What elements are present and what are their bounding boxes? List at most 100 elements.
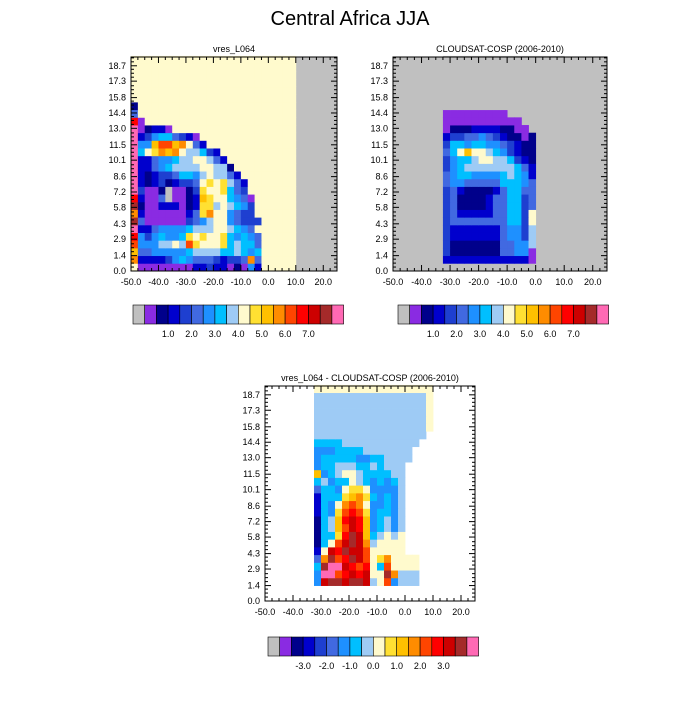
heatmap-cell bbox=[457, 86, 465, 95]
heatmap-cell bbox=[240, 232, 249, 241]
heatmap-cell bbox=[356, 454, 364, 463]
heatmap-cell bbox=[179, 109, 187, 118]
heatmap-cell bbox=[240, 263, 249, 272]
heatmap-cell bbox=[185, 125, 194, 134]
heatmap-cell bbox=[528, 140, 537, 149]
heatmap-cell bbox=[535, 101, 544, 111]
heatmap-cell bbox=[507, 71, 515, 80]
heatmap-cell bbox=[288, 94, 297, 103]
heatmap-cell bbox=[391, 384, 399, 394]
heatmap-cell bbox=[254, 132, 262, 141]
heatmap-cell bbox=[507, 55, 515, 64]
heatmap-cell bbox=[234, 78, 242, 88]
heatmap-cell bbox=[485, 101, 494, 111]
heatmap-cell bbox=[471, 178, 479, 187]
heatmap-cell bbox=[213, 125, 221, 134]
heatmap-cell bbox=[328, 384, 336, 394]
heatmap-cell bbox=[349, 408, 357, 417]
heatmap-cell bbox=[442, 63, 451, 72]
heatmap-cell bbox=[213, 55, 221, 64]
heatmap-cell bbox=[457, 217, 465, 226]
heatmap-cell bbox=[144, 194, 152, 203]
heatmap-cell bbox=[137, 86, 146, 95]
heatmap-cell bbox=[165, 86, 173, 95]
heatmap-cell bbox=[131, 194, 139, 203]
colorbar-box bbox=[526, 304, 539, 325]
heatmap-cell bbox=[206, 217, 214, 226]
heatmap-cell bbox=[384, 438, 392, 448]
heatmap-cell bbox=[206, 63, 214, 72]
heatmap-cell bbox=[450, 209, 458, 218]
heatmap-cell bbox=[335, 577, 343, 586]
heatmap-cell bbox=[342, 485, 350, 494]
heatmap-cell bbox=[227, 171, 235, 180]
heatmap-cell bbox=[227, 86, 235, 95]
heatmap-cell bbox=[151, 171, 159, 180]
heatmap-cell bbox=[144, 163, 152, 172]
heatmap-cell bbox=[321, 400, 329, 409]
heatmap-cell bbox=[377, 546, 385, 556]
colorbar-box bbox=[238, 304, 251, 325]
heatmap-cell bbox=[419, 423, 427, 432]
heatmap-cell bbox=[442, 247, 451, 257]
heatmap-cell bbox=[514, 240, 522, 249]
heatmap-cell bbox=[158, 94, 166, 103]
heatmap-cell bbox=[356, 462, 364, 471]
heatmap-cell bbox=[384, 408, 392, 417]
heatmap-cell bbox=[220, 255, 228, 264]
heatmap-cell bbox=[370, 492, 378, 502]
heatmap-cell bbox=[500, 148, 508, 157]
colorbar-box bbox=[397, 304, 410, 325]
heatmap-cell bbox=[268, 101, 276, 111]
heatmap-cell bbox=[234, 186, 242, 195]
heatmap-cell bbox=[478, 140, 487, 149]
heatmap-cell bbox=[185, 94, 194, 103]
heatmap-cell bbox=[179, 201, 187, 210]
heatmap-cell bbox=[391, 500, 399, 509]
heatmap-cell bbox=[131, 240, 139, 249]
heatmap-cell bbox=[500, 86, 508, 95]
heatmap-cell bbox=[158, 140, 166, 149]
heatmap-cell bbox=[213, 132, 221, 141]
heatmap-cell bbox=[391, 477, 399, 486]
panel-2: CLOUDSAT-COSP (2006-2010)-50.0 -40.0 -30.0… bbox=[370, 44, 609, 339]
heatmap-cell bbox=[288, 132, 297, 141]
heatmap-cell bbox=[485, 209, 494, 218]
heatmap-cell bbox=[268, 255, 276, 264]
heatmap-cell bbox=[471, 201, 479, 210]
heatmap-cell bbox=[370, 423, 378, 432]
heatmap-cell bbox=[492, 101, 501, 111]
heatmap-cell bbox=[151, 163, 159, 172]
heatmap-cell bbox=[349, 562, 357, 571]
heatmap-cell bbox=[356, 523, 364, 532]
heatmap-cell bbox=[275, 201, 283, 210]
heatmap-cell bbox=[234, 155, 242, 164]
heatmap-cell bbox=[549, 94, 558, 103]
heatmap-cell bbox=[185, 132, 194, 141]
heatmap-cell bbox=[288, 217, 297, 226]
heatmap-cell bbox=[342, 462, 350, 471]
heatmap-cell bbox=[282, 148, 290, 157]
heatmap-cell bbox=[398, 500, 406, 509]
heatmap-cell bbox=[254, 217, 262, 226]
heatmap-cell bbox=[450, 186, 458, 195]
heatmap-cell bbox=[179, 125, 187, 134]
heatmap-cell bbox=[220, 125, 228, 134]
heatmap-cell bbox=[268, 263, 276, 272]
heatmap-cell bbox=[213, 86, 221, 95]
heatmap-cell bbox=[247, 217, 255, 226]
heatmap-cell bbox=[464, 117, 472, 126]
heatmap-cell bbox=[227, 255, 235, 264]
heatmap-cell bbox=[500, 186, 508, 195]
heatmap-cell bbox=[288, 125, 297, 134]
heatmap-cell bbox=[227, 63, 235, 72]
heatmap-cell bbox=[172, 78, 180, 88]
heatmap-cell bbox=[328, 415, 336, 424]
heatmap-cell bbox=[165, 109, 173, 118]
heatmap-cell bbox=[158, 178, 166, 187]
colorbar-box bbox=[156, 304, 169, 325]
heatmap-cell bbox=[213, 217, 221, 226]
heatmap-cell bbox=[288, 63, 297, 72]
heatmap-cell bbox=[384, 469, 392, 478]
heatmap-cell bbox=[192, 263, 201, 272]
